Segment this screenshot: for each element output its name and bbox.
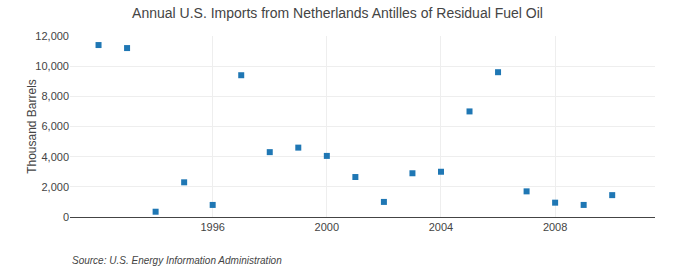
svg-text:2,000: 2,000	[41, 181, 69, 193]
svg-text:10,000: 10,000	[35, 60, 69, 72]
svg-text:Source: U.S. Energy Informatio: Source: U.S. Energy Information Administ…	[72, 255, 282, 266]
svg-text:0: 0	[63, 211, 69, 223]
svg-text:1996: 1996	[200, 221, 224, 233]
svg-text:6,000: 6,000	[41, 120, 69, 132]
svg-text:4,000: 4,000	[41, 151, 69, 163]
svg-text:12,000: 12,000	[35, 30, 69, 42]
svg-text:Thousand Barrels: Thousand Barrels	[25, 79, 39, 174]
svg-text:2008: 2008	[543, 221, 567, 233]
svg-text:2004: 2004	[429, 221, 453, 233]
svg-text:2000: 2000	[315, 221, 339, 233]
svg-text:8,000: 8,000	[41, 90, 69, 102]
svg-text:Annual U.S. Imports from Nethe: Annual U.S. Imports from Netherlands Ant…	[132, 5, 543, 21]
